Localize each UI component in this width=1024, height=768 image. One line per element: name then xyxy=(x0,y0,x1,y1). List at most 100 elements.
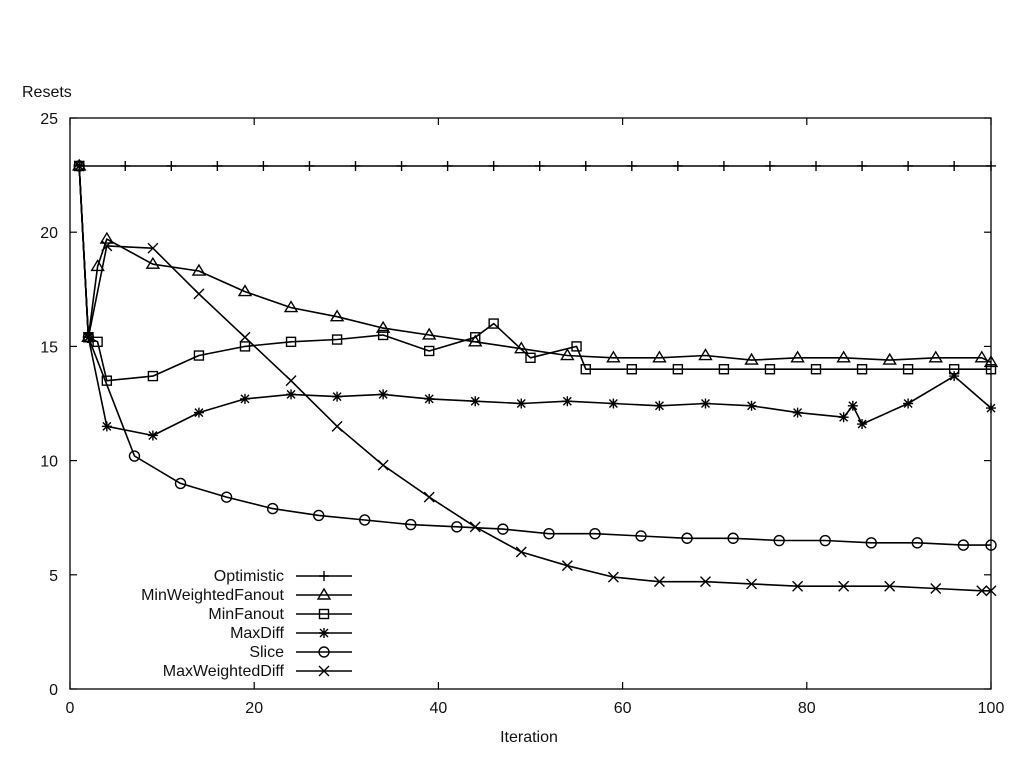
data-point xyxy=(331,334,343,345)
data-point xyxy=(378,389,389,400)
series-group xyxy=(71,158,999,597)
y-ticks: 0 5 10 15 20 25 xyxy=(40,111,991,699)
data-point xyxy=(560,348,575,361)
data-point xyxy=(488,318,499,329)
data-point xyxy=(285,375,297,387)
data-point xyxy=(672,160,683,171)
data-point xyxy=(974,350,990,363)
data-point xyxy=(99,231,115,244)
x-tick-label: 20 xyxy=(245,700,263,717)
legend-label: MaxDiff xyxy=(230,625,284,642)
x-ticks: 0 20 40 60 80 100 xyxy=(66,118,1005,717)
data-point xyxy=(470,332,481,343)
data-point xyxy=(699,576,711,588)
data-point xyxy=(903,160,914,171)
y-tick-label: 25 xyxy=(40,111,58,128)
legend: Optimistic MinWeightedFanout MinFanout MaxD… xyxy=(141,568,352,680)
data-point xyxy=(626,160,637,171)
data-point xyxy=(145,256,161,269)
legend-item: Slice xyxy=(249,644,352,661)
x-tick-label: 80 xyxy=(798,700,816,717)
data-point xyxy=(884,580,896,592)
legend-marker xyxy=(319,571,329,581)
data-point xyxy=(836,350,851,363)
data-point xyxy=(819,534,831,547)
data-point xyxy=(902,364,914,375)
legend-item: Optimistic xyxy=(214,568,352,585)
data-point xyxy=(147,430,158,441)
data-point xyxy=(377,459,389,471)
data-point xyxy=(746,578,758,590)
data-point xyxy=(838,580,850,592)
data-point xyxy=(792,407,803,418)
y-tick-label: 15 xyxy=(40,339,58,356)
data-point xyxy=(375,320,391,333)
data-point xyxy=(983,355,999,368)
data-point xyxy=(329,309,345,322)
data-point xyxy=(949,160,960,171)
data-point xyxy=(120,160,131,171)
data-point xyxy=(985,539,997,551)
data-point xyxy=(424,393,435,404)
x-tick-label: 100 xyxy=(978,700,1005,717)
data-point xyxy=(128,450,141,462)
data-point xyxy=(857,419,868,430)
series-circle xyxy=(73,160,997,551)
data-point xyxy=(488,160,499,171)
legend-label: MinWeightedFanout xyxy=(141,587,284,604)
y-axis-title: Resets xyxy=(22,84,72,101)
legend-item: MinWeightedFanout xyxy=(141,587,352,604)
data-point xyxy=(239,331,251,343)
data-point xyxy=(396,160,407,171)
data-point xyxy=(727,532,739,544)
y-tick-label: 20 xyxy=(40,225,58,242)
data-point xyxy=(283,300,299,313)
data-point xyxy=(698,348,713,361)
data-point xyxy=(497,523,509,535)
data-point xyxy=(811,160,822,171)
data-point xyxy=(928,350,943,363)
legend-item: MaxWeightedDiff xyxy=(163,663,352,680)
data-point xyxy=(930,583,942,594)
data-point xyxy=(442,160,453,171)
data-point xyxy=(239,341,251,352)
data-point xyxy=(421,327,437,340)
data-point xyxy=(957,539,970,551)
data-point xyxy=(73,160,85,172)
series-line xyxy=(78,165,991,546)
data-point xyxy=(985,585,997,597)
data-point xyxy=(606,350,621,363)
data-point xyxy=(608,398,619,409)
data-point xyxy=(652,350,667,363)
data-point xyxy=(312,509,325,522)
data-point xyxy=(174,477,187,490)
data-point xyxy=(90,259,105,272)
data-point xyxy=(792,580,804,592)
data-point xyxy=(790,350,805,363)
data-point xyxy=(212,160,223,171)
data-point xyxy=(423,491,435,503)
series-triangle xyxy=(71,158,999,368)
data-point xyxy=(332,391,343,402)
data-point xyxy=(847,400,858,411)
data-point xyxy=(856,364,868,375)
series-line xyxy=(78,165,992,437)
data-point xyxy=(718,160,729,171)
data-point xyxy=(423,345,435,357)
legend-item: MaxDiff xyxy=(230,625,352,642)
data-point xyxy=(580,160,591,171)
data-point xyxy=(350,160,361,171)
data-point xyxy=(903,398,914,409)
data-point xyxy=(949,371,960,382)
data-point xyxy=(193,288,205,300)
data-point xyxy=(746,400,757,411)
data-point xyxy=(744,352,759,365)
data-point xyxy=(193,350,205,361)
data-point xyxy=(626,364,638,375)
data-point xyxy=(377,329,389,341)
data-point xyxy=(101,421,112,432)
data-point xyxy=(607,571,619,583)
data-point xyxy=(237,284,253,297)
data-point xyxy=(514,341,529,354)
series-square xyxy=(74,160,997,386)
